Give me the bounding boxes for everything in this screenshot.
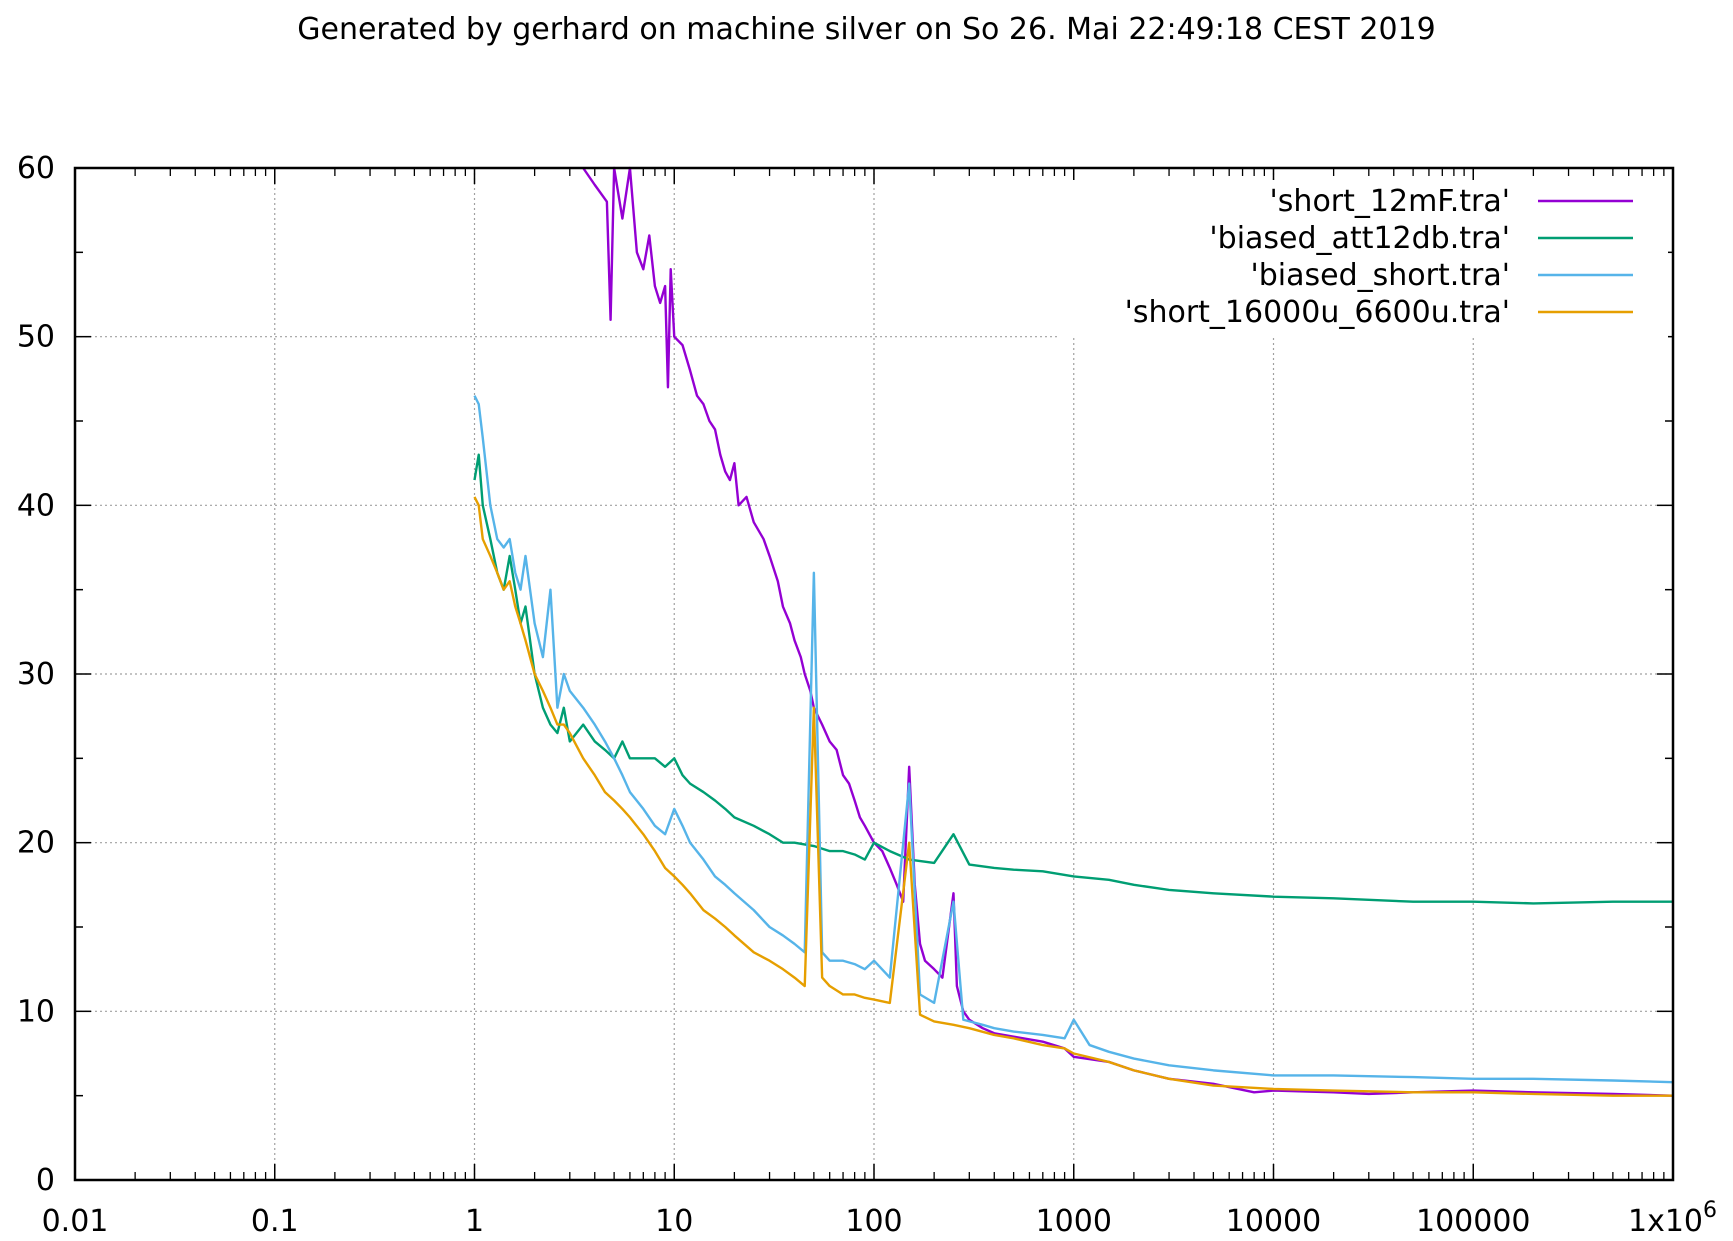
y-tick-labels: 0 10 20 30 40 50 60 — [17, 151, 55, 1198]
y-tick-label: 0 — [36, 1163, 55, 1198]
series-line — [582, 166, 1674, 1097]
series-line — [473, 395, 1674, 1084]
y-tick-label: 30 — [17, 657, 55, 692]
series-line — [473, 496, 1673, 1097]
series-lines — [473, 166, 1674, 1097]
legend-label: 'short_12mF.tra' — [1270, 184, 1510, 219]
y-tick-label: 60 — [17, 151, 55, 186]
legend: 'short_12mF.tra''biased_att12db.tra''bia… — [1060, 180, 1668, 338]
x-tick-label: 1 — [465, 1204, 484, 1239]
chart-title: Generated by gerhard on machine silver o… — [297, 12, 1436, 47]
x-tick-label: 100000 — [1416, 1204, 1531, 1239]
y-tick-label: 40 — [17, 488, 55, 523]
x-tick-label: 0.1 — [251, 1204, 299, 1239]
legend-label: 'biased_att12db.tra' — [1209, 221, 1510, 256]
x-tick-label: 100 — [845, 1204, 902, 1239]
y-tick-label: 20 — [17, 826, 55, 861]
legend-label: 'biased_short.tra' — [1251, 258, 1511, 293]
x-tick-label: 1000 — [1036, 1204, 1112, 1239]
axis-ticks — [74, 167, 1674, 1181]
x-tick-labels: 0.01 0.1 1 10 100 1000 10000 100000 — [42, 1204, 1531, 1239]
x-tick-label: 10000 — [1226, 1204, 1321, 1239]
y-tick-label: 10 — [17, 994, 55, 1029]
series-line — [473, 453, 1673, 905]
y-tick-label: 50 — [17, 320, 55, 355]
x-tick-label-last: 1x106 — [1628, 1198, 1717, 1239]
plot-frame — [73, 166, 1675, 1182]
x-tick-label: 0.01 — [42, 1204, 109, 1239]
x-tick-label: 10 — [655, 1204, 693, 1239]
legend-label: 'short_16000u_6600u.tra' — [1125, 295, 1510, 330]
